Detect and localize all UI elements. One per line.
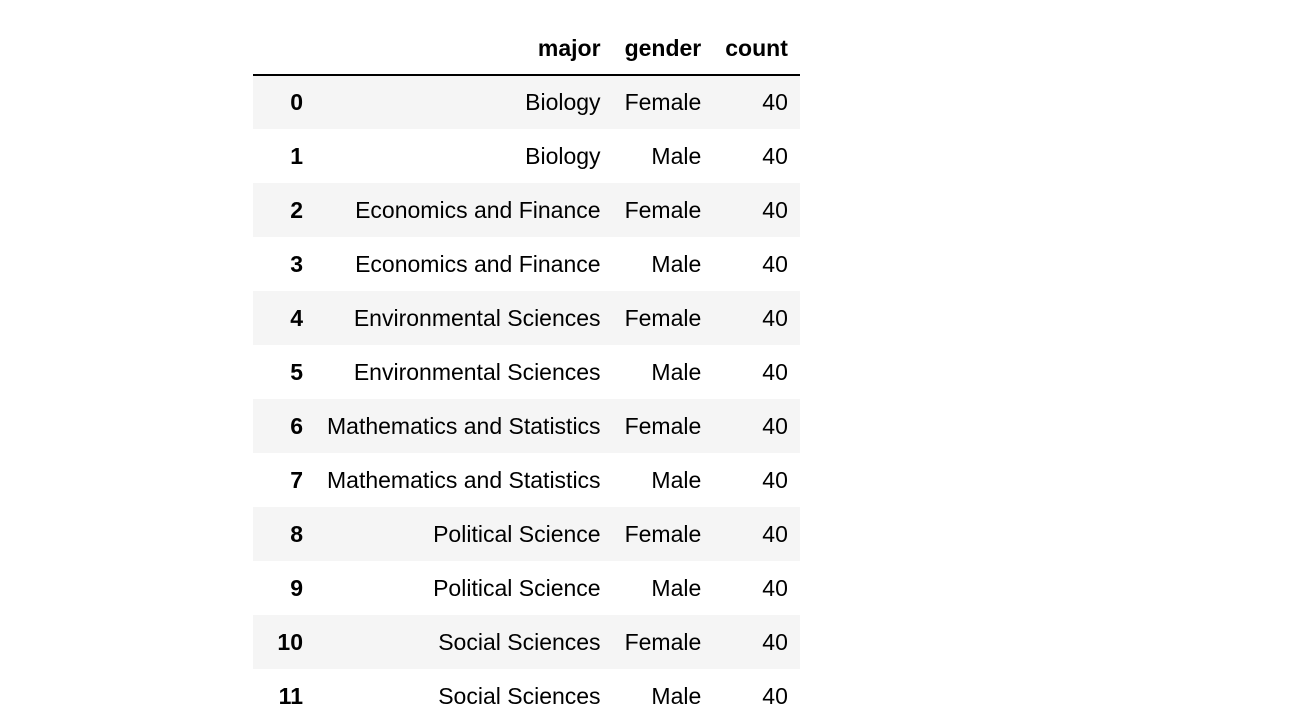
cell-gender: Female (624, 412, 702, 439)
table-row: 9 Political Science Male 40 (253, 561, 800, 615)
cell-count: 40 (762, 466, 788, 493)
table-row: 7 Mathematics and Statistics Male 40 (253, 453, 800, 507)
cell-count: 40 (762, 358, 788, 385)
table-row: 11 Social Sciences Male 40 (253, 669, 800, 723)
column-header-major: major (315, 22, 613, 76)
table-row: 6 Mathematics and Statistics Female 40 (253, 399, 800, 453)
cell-gender: Male (651, 682, 702, 709)
cell-count: 40 (762, 520, 788, 547)
cell-count: 40 (762, 250, 788, 277)
cell-gender: Male (651, 250, 702, 277)
cell-major: Economics and Finance (355, 196, 601, 223)
row-index: 4 (290, 304, 303, 331)
cell-major: Political Science (433, 574, 601, 601)
table-body: 0 Biology Female 40 1 Biology Male 40 2 Economics… (253, 75, 800, 723)
column-header-gender: gender (612, 22, 714, 76)
table-row: 2 Economics and Finance Female 40 (253, 183, 800, 237)
cell-gender: Female (624, 89, 702, 115)
cell-count: 40 (762, 89, 788, 115)
dataframe-table: major gender count 0 Biology Female 40 1 Biol… (253, 22, 800, 723)
cell-major: Political Science (433, 520, 601, 547)
cell-count: 40 (762, 412, 788, 439)
cell-gender: Female (624, 520, 702, 547)
cell-count: 40 (762, 142, 788, 169)
cell-major: Biology (525, 142, 601, 169)
cell-major: Biology (525, 89, 601, 115)
cell-major: Environmental Sciences (353, 304, 601, 331)
cell-gender: Male (651, 466, 702, 493)
cell-count: 40 (762, 628, 788, 655)
cell-count: 40 (762, 574, 788, 601)
dataframe-output: major gender count 0 Biology Female 40 1 Biol… (253, 22, 800, 723)
row-index: 3 (290, 250, 303, 277)
row-index: 7 (290, 466, 303, 493)
cell-count: 40 (762, 196, 788, 223)
row-index: 9 (290, 574, 303, 601)
index-header (253, 22, 315, 76)
cell-major: Economics and Finance (355, 250, 601, 277)
cell-gender: Female (624, 196, 702, 223)
table-row: 8 Political Science Female 40 (253, 507, 800, 561)
row-index: 10 (277, 628, 303, 655)
table-row: 1 Biology Male 40 (253, 129, 800, 183)
cell-gender: Male (651, 142, 702, 169)
cell-major: Mathematics and Statistics (327, 412, 601, 439)
cell-gender: Female (624, 628, 702, 655)
row-index: 6 (290, 412, 303, 439)
cell-gender: Female (624, 304, 702, 331)
row-index: 5 (290, 358, 303, 385)
table-header: major gender count (253, 22, 800, 76)
cell-gender: Male (651, 358, 702, 385)
row-index: 2 (290, 196, 303, 223)
cell-major: Mathematics and Statistics (327, 466, 601, 493)
table-row: 0 Biology Female 40 (253, 75, 800, 129)
cell-major: Social Sciences (438, 628, 601, 655)
column-header-count: count (713, 22, 800, 76)
row-index: 1 (290, 142, 303, 169)
cell-count: 40 (762, 682, 788, 709)
table-row: 5 Environmental Sciences Male 40 (253, 345, 800, 399)
table-row: 3 Economics and Finance Male 40 (253, 237, 800, 291)
cell-major: Social Sciences (438, 682, 601, 709)
row-index: 11 (278, 682, 303, 709)
table-row: 10 Social Sciences Female 40 (253, 615, 800, 669)
row-index: 0 (290, 89, 303, 115)
header-row: major gender count (253, 22, 800, 76)
cell-major: Environmental Sciences (353, 358, 601, 385)
row-index: 8 (290, 520, 303, 547)
table-row: 4 Environmental Sciences Female 40 (253, 291, 800, 345)
cell-count: 40 (762, 304, 788, 331)
cell-gender: Male (651, 574, 702, 601)
